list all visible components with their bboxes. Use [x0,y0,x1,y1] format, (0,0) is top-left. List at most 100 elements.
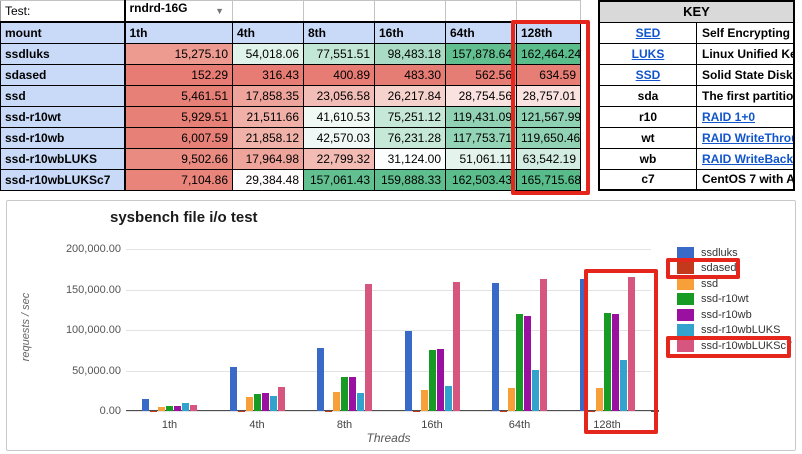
cell-ssd-r10wbLUKS-16th[interactable]: 31,124.00 [374,147,446,170]
cell-ssd-r10wb-1th[interactable]: 6,007.59 [123,126,233,149]
cell-sdased-128th[interactable]: 634.59 [516,63,581,86]
cell-ssdluks-16th[interactable]: 98,483.18 [374,42,446,65]
bar-ssd-r10wbLUKSc7-1th [190,405,197,411]
cell-ssd-r10wt-8th[interactable]: 41,610.53 [303,105,375,128]
cell-ssd-r10wbLUKSc7-64th[interactable]: 162,503.43 [445,168,517,191]
table-row: ssd-r10wt 5,929.51 21,511.66 41,610.53 75,25… [0,105,581,128]
annotation-box-128th-column[interactable] [511,20,590,195]
key-abbr-link[interactable]: LUKS [631,46,665,61]
column-header-8th[interactable]: 8th [303,21,375,44]
cell-sdased-16th[interactable]: 483.30 [374,63,446,86]
key-desc-wb[interactable]: RAID WriteBack [696,147,795,170]
row-label-ssd[interactable]: ssd [0,84,125,107]
chart-panel[interactable]: sysbench file i/o test requests / sec 20… [6,200,796,451]
test-selector[interactable]: rndrd-16G ▼ [123,0,233,23]
column-header-128th[interactable]: 128th [516,21,581,44]
cell-ssdluks-4th[interactable]: 54,018.06 [232,42,304,65]
cell-ssd-r10wbLUKSc7-16th[interactable]: 159,888.33 [374,168,446,191]
cell-ssdluks-8th[interactable]: 77,551.51 [303,42,375,65]
cell-sdased-1th[interactable]: 152.29 [123,63,233,86]
cell-ssd-r10wb-4th[interactable]: 21,858.12 [232,126,304,149]
row-label-ssd-r10wt[interactable]: ssd-r10wt [0,105,125,128]
cell-ssd-r10wbLUKSc7-128th[interactable]: 165,715.68 [516,168,581,191]
cell-ssd-r10wt-16th[interactable]: 75,251.12 [374,105,446,128]
cell-ssd-r10wt-64th[interactable]: 119,431.09 [445,105,517,128]
legend-label: ssd-r10wbLUKS [701,324,781,337]
row-label-sdased[interactable]: sdased [0,63,125,86]
key-header-row: KEY [598,0,795,23]
key-abbr-link[interactable]: SED [635,25,661,40]
chart-title: sysbench file i/o test [110,209,258,226]
column-header-4th[interactable]: 4th [232,21,304,44]
empty-cell[interactable] [374,0,446,23]
bar-ssd-r10wt-128th [603,312,611,411]
empty-cell[interactable] [303,0,375,23]
cell-ssd-r10wbLUKSc7-8th[interactable]: 157,061.43 [303,168,375,191]
cell-sdased-8th[interactable]: 400.89 [303,63,375,86]
key-abbr-SED[interactable]: SED [598,21,697,44]
cell-ssd-r10wt-128th[interactable]: 121,567.99 [516,105,581,128]
bar-ssd-r10wt-4th [253,393,261,411]
table-row: ssd-r10wbLUKSc7 7,104.86 29,384.48 157,061.… [0,168,581,191]
row-label-ssd-r10wbLUKSc7[interactable]: ssd-r10wbLUKSc7 [0,168,125,191]
annotation-box-128th-bars[interactable] [584,269,658,434]
cell-ssd-r10wb-16th[interactable]: 76,231.28 [374,126,446,149]
cell-ssd-r10wbLUKS-1th[interactable]: 9,502.66 [123,147,233,170]
cell-ssd-r10wb-64th[interactable]: 117,753.71 [445,126,517,149]
cell-ssd-r10wb-128th[interactable]: 119,650.46 [516,126,581,149]
cell-ssd-4th[interactable]: 17,858.35 [232,84,304,107]
key-desc-link[interactable]: RAID WriteThrough [702,130,793,145]
bar-ssdluks-1th [142,398,149,411]
cell-ssd-r10wb-8th[interactable]: 42,570.03 [303,126,375,149]
cell-ssd-r10wbLUKSc7-4th[interactable]: 29,384.48 [232,168,304,191]
table-row: sdased 152.29 316.43 400.89 483.30 562.56 634.… [0,63,581,86]
key-abbr-LUKS[interactable]: LUKS [598,42,697,65]
legend-label: ssd-r10wbLUKSc7 [701,339,793,352]
row-label-ssd-r10wb[interactable]: ssd-r10wb [0,126,125,149]
cell-ssd-r10wt-4th[interactable]: 21,511.66 [232,105,304,128]
cell-ssd-r10wbLUKSc7-1th[interactable]: 7,104.86 [123,168,233,191]
key-desc-r10[interactable]: RAID 1+0 [696,105,795,128]
empty-cell[interactable] [516,0,581,23]
legend-swatch [677,293,694,306]
bar-ssd-1th [158,406,165,411]
cell-ssd-r10wbLUKS-64th[interactable]: 51,061.11 [445,147,517,170]
bar-ssd-r10wbLUKSc7-8th [365,283,372,411]
cell-ssd-1th[interactable]: 5,461.51 [123,84,233,107]
cell-ssd-r10wt-1th[interactable]: 5,929.51 [123,105,233,128]
cell-ssd-r10wbLUKS-4th[interactable]: 17,964.98 [232,147,304,170]
cell-ssd-r10wbLUKS-128th[interactable]: 63,542.19 [516,147,581,170]
cell-ssd-8th[interactable]: 23,056.58 [303,84,375,107]
annotation-box-legend-ssd-r10wbLUKSc7[interactable] [666,336,791,358]
cell-sdased-4th[interactable]: 316.43 [232,63,304,86]
bar-ssd-r10wbLUKS-4th [269,396,277,411]
cell-ssd-64th[interactable]: 28,754.56 [445,84,517,107]
cell-ssd-128th[interactable]: 28,757.01 [516,84,581,107]
key-desc-wt[interactable]: RAID WriteThrough [696,126,795,149]
column-header-mount[interactable]: mount [0,21,125,44]
cell-ssd-16th[interactable]: 26,217.84 [374,84,446,107]
column-header-16th[interactable]: 16th [374,21,446,44]
key-abbr-link[interactable]: SSD [635,67,661,82]
empty-cell[interactable] [445,0,517,23]
row-label-ssd-r10wbLUKS[interactable]: ssd-r10wbLUKS [0,147,125,170]
cell-ssdluks-128th[interactable]: 162,464.24 [516,42,581,65]
key-abbr-SSD[interactable]: SSD [598,63,697,86]
legend-swatch [677,262,694,275]
key-desc-link[interactable]: RAID WriteBack [702,151,794,166]
row-label-ssdluks[interactable]: ssdluks [0,42,125,65]
key-desc-link[interactable]: RAID 1+0 [702,109,756,124]
bar-ssd-r10wb-1th [174,406,181,411]
column-header-64th[interactable]: 64th [445,21,517,44]
legend-swatch [677,339,694,352]
bar-ssd-r10wb-4th [261,393,269,411]
cell-ssdluks-64th[interactable]: 157,878.64 [445,42,517,65]
chevron-down-icon[interactable]: ▼ [215,6,224,16]
cell-ssdluks-1th[interactable]: 15,275.10 [123,42,233,65]
column-header-1th[interactable]: 1th [123,21,233,44]
cell-ssd-r10wbLUKS-8th[interactable]: 22,799.32 [303,147,375,170]
annotation-box-legend-sdased[interactable] [666,258,740,279]
cell-sdased-64th[interactable]: 562.56 [445,63,517,86]
empty-cell[interactable] [232,0,304,23]
